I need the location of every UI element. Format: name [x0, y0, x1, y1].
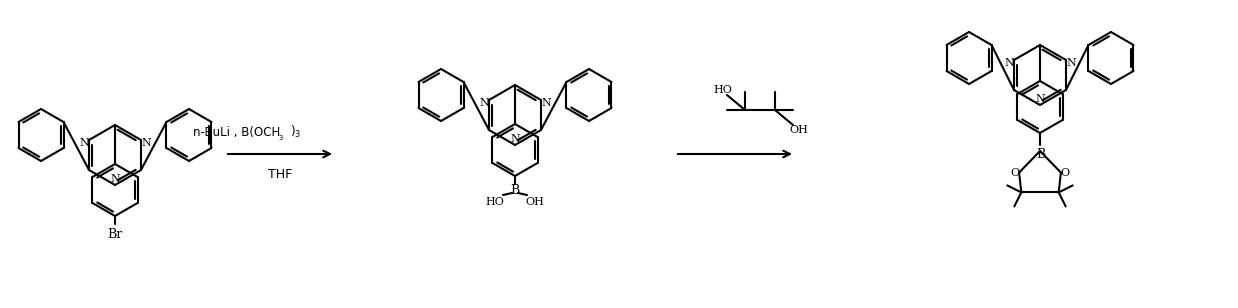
Text: B: B — [510, 184, 520, 197]
Text: Br: Br — [108, 228, 123, 241]
Text: THF: THF — [267, 168, 292, 180]
Text: n-BuLi , B(OCH: n-BuLi , B(OCH — [193, 125, 280, 139]
Text: O: O — [1010, 168, 1020, 178]
Text: B: B — [1036, 148, 1046, 161]
Text: N: N — [510, 134, 520, 144]
Text: N: N — [1035, 94, 1045, 104]
Text: $_{3}$: $_{3}$ — [279, 133, 284, 143]
Text: N: N — [110, 174, 120, 184]
Text: N: N — [1066, 58, 1076, 68]
Text: HO: HO — [485, 197, 504, 207]
Text: OH: OH — [526, 197, 545, 207]
Text: O: O — [1060, 168, 1070, 178]
Text: )$_{3}$: )$_{3}$ — [290, 124, 301, 140]
Text: OH: OH — [790, 125, 808, 135]
Text: N: N — [79, 138, 89, 148]
Text: HO: HO — [713, 85, 733, 95]
Text: N: N — [541, 98, 551, 108]
Text: N: N — [479, 98, 489, 108]
Text: N: N — [1004, 58, 1014, 68]
Text: N: N — [141, 138, 151, 148]
